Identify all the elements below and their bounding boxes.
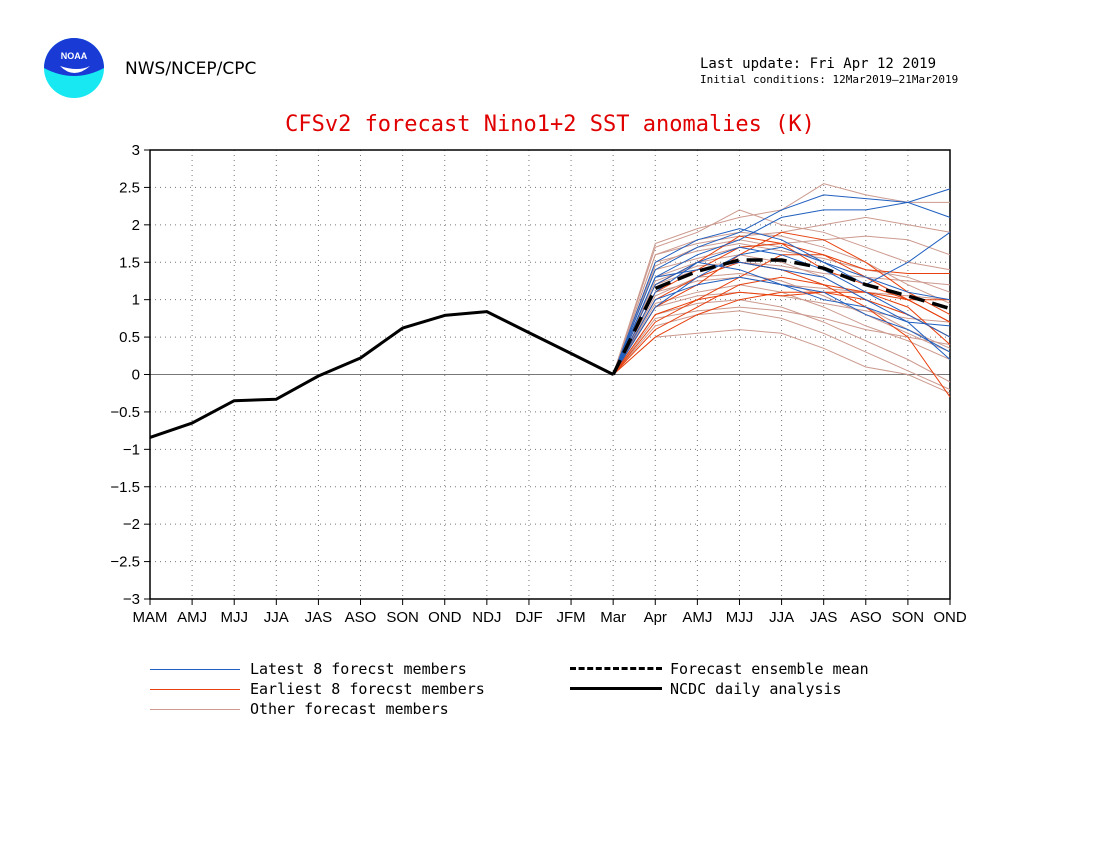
member-line-earliest <box>612 231 951 375</box>
x-tick-label: MAM <box>133 609 168 626</box>
x-tick-label: JAS <box>305 609 333 626</box>
y-tick-label: 2 <box>132 217 140 234</box>
y-tick-label: −0.5 <box>110 404 140 421</box>
noaa-logo-text: NOAA <box>61 51 88 61</box>
chart-title: CFSv2 forecast Nino1+2 SST anomalies (K) <box>285 112 815 137</box>
member-line-latest <box>612 276 951 375</box>
member-line-latest <box>612 201 951 375</box>
legend-swatch-other <box>150 709 240 710</box>
legend-label-other: Other forecast members <box>250 700 449 718</box>
member-line-other <box>612 231 951 375</box>
legend-swatch-latest <box>150 669 240 670</box>
x-tick-label: Mar <box>600 609 626 626</box>
y-tick-label: 3 <box>132 142 140 159</box>
x-tick-label: SON <box>386 609 419 626</box>
x-tick-label: SON <box>892 609 925 626</box>
member-line-latest <box>612 188 951 375</box>
x-tick-label: OND <box>933 609 967 626</box>
y-tick-label: 1.5 <box>119 254 140 271</box>
member-line-other <box>612 329 951 394</box>
y-tick-label: −1 <box>123 441 140 458</box>
y-tick-label: 2.5 <box>119 179 140 196</box>
x-tick-label: Apr <box>644 609 667 626</box>
x-tick-label: AMJ <box>177 609 207 626</box>
legend-swatch-mean <box>570 667 662 670</box>
y-tick-label: 1 <box>132 292 140 309</box>
x-tick-label: ASO <box>345 609 377 626</box>
initial-conditions: Initial conditions: 12Mar2019–21Mar2019 <box>700 73 959 86</box>
member-line-earliest <box>612 242 951 375</box>
analysis-line <box>149 310 614 439</box>
member-line-other <box>612 306 951 375</box>
y-tick-label: −2.5 <box>110 554 140 571</box>
y-tick-label: −3 <box>123 591 140 608</box>
member-line-other <box>612 242 951 375</box>
member-line-earliest <box>612 291 951 375</box>
member-line-other <box>612 209 951 375</box>
x-tick-label: MJJ <box>726 609 754 626</box>
member-line-earliest <box>612 276 950 375</box>
x-tick-label: OND <box>428 609 462 626</box>
member-line-latest <box>612 261 951 375</box>
noaa-logo-icon: NOAA <box>44 38 104 98</box>
y-tick-label: 0.5 <box>119 329 140 346</box>
member-line-other <box>612 299 951 383</box>
member-line-latest <box>612 246 951 375</box>
legend-swatch-earliest <box>150 689 240 690</box>
last-update: Last update: Fri Apr 12 2019 <box>700 56 937 72</box>
member-line-other <box>612 261 951 375</box>
legend-label-latest: Latest 8 forecst members <box>250 660 467 678</box>
x-tick-label: NDJ <box>472 609 501 626</box>
x-tick-label: ASO <box>850 609 882 626</box>
x-tick-label: JJA <box>769 609 794 626</box>
legend-label-analysis: NCDC daily analysis <box>670 680 842 698</box>
y-tick-label: 0 <box>132 367 140 384</box>
y-tick-label: −2 <box>123 516 140 533</box>
org-name: NWS/NCEP/CPC <box>125 59 257 79</box>
ensemble-mean-line <box>611 258 951 376</box>
y-tick-label: −1.5 <box>110 479 140 496</box>
member-line-latest <box>612 228 951 375</box>
legend-label-earliest: Earliest 8 forecst members <box>250 680 485 698</box>
member-line-latest <box>612 246 951 375</box>
x-tick-label: MJJ <box>220 609 248 626</box>
member-line-earliest <box>612 291 951 375</box>
x-tick-label: DJF <box>515 609 543 626</box>
x-tick-label: JJA <box>264 609 289 626</box>
x-tick-label: AMJ <box>682 609 712 626</box>
x-tick-label: JFM <box>556 609 585 626</box>
legend-swatch-analysis <box>570 687 662 690</box>
legend-label-mean: Forecast ensemble mean <box>670 660 869 678</box>
x-tick-label: JAS <box>810 609 838 626</box>
